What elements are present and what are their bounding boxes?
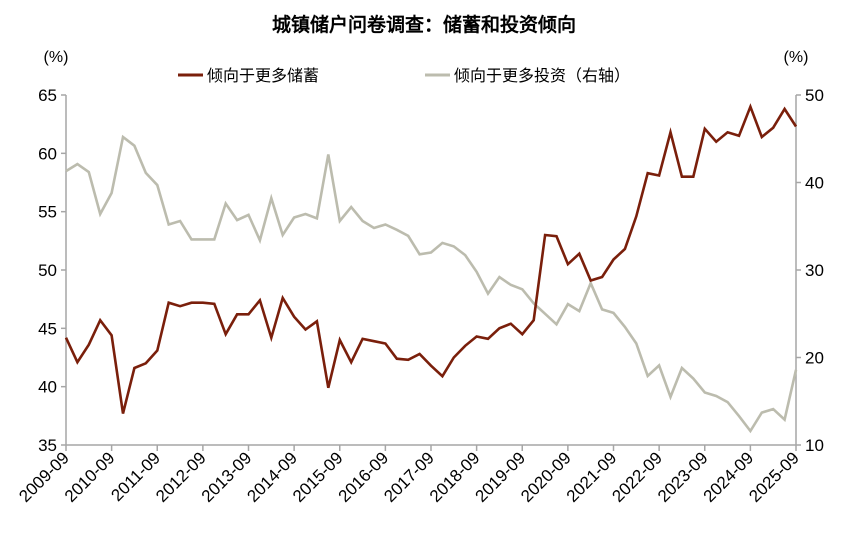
chart-title: 城镇储户问卷调查：储蓄和投资倾向: [272, 13, 576, 36]
right-tick-label: 10: [805, 436, 824, 455]
x-tick-label: 2020-09: [517, 448, 575, 506]
right-tick-label: 40: [805, 174, 824, 193]
left-tick-label: 60: [38, 144, 57, 163]
legend: 倾向于更多储蓄 倾向于更多投资（右轴）: [178, 67, 630, 85]
x-tick-label: 2010-09: [61, 448, 119, 506]
x-tick-label: 2024-09: [700, 448, 758, 506]
x-tick-label: 2017-09: [380, 448, 438, 506]
legend-label-savings: 倾向于更多储蓄: [207, 67, 319, 85]
right-axis-unit: (%): [784, 49, 809, 66]
x-tick-label: 2018-09: [426, 448, 484, 506]
x-tick-label: 2012-09: [152, 448, 210, 506]
x-tick-label: 2013-09: [198, 448, 256, 506]
left-axis-unit: (%): [44, 49, 69, 66]
x-tick-label: 2014-09: [243, 448, 301, 506]
x-tick-label: 2025-09: [745, 448, 803, 506]
left-tick-label: 40: [38, 378, 57, 397]
right-tick-label: 50: [805, 86, 824, 105]
right-tick-label: 20: [805, 349, 824, 368]
left-tick-label: 45: [38, 319, 57, 338]
x-tick-label: 2019-09: [472, 448, 530, 506]
legend-label-investment: 倾向于更多投资（右轴）: [454, 67, 630, 85]
right-tick-label: 30: [805, 261, 824, 280]
x-tick-label: 2009-09: [15, 448, 73, 506]
investment-series-line: [65, 134, 798, 434]
savings-series-line: [64, 103, 798, 414]
left-tick-label: 65: [38, 86, 57, 105]
left-tick-label: 50: [38, 261, 57, 280]
x-tick-label: 2021-09: [563, 448, 621, 506]
x-tick-label: 2015-09: [289, 448, 347, 506]
series-lines: [64, 103, 798, 434]
left-tick-label: 35: [38, 436, 57, 455]
x-tick-label: 2022-09: [608, 448, 666, 506]
x-tick-label: 2016-09: [335, 448, 393, 506]
left-tick-label: 55: [38, 203, 57, 222]
x-tick-label: 2023-09: [654, 448, 712, 506]
